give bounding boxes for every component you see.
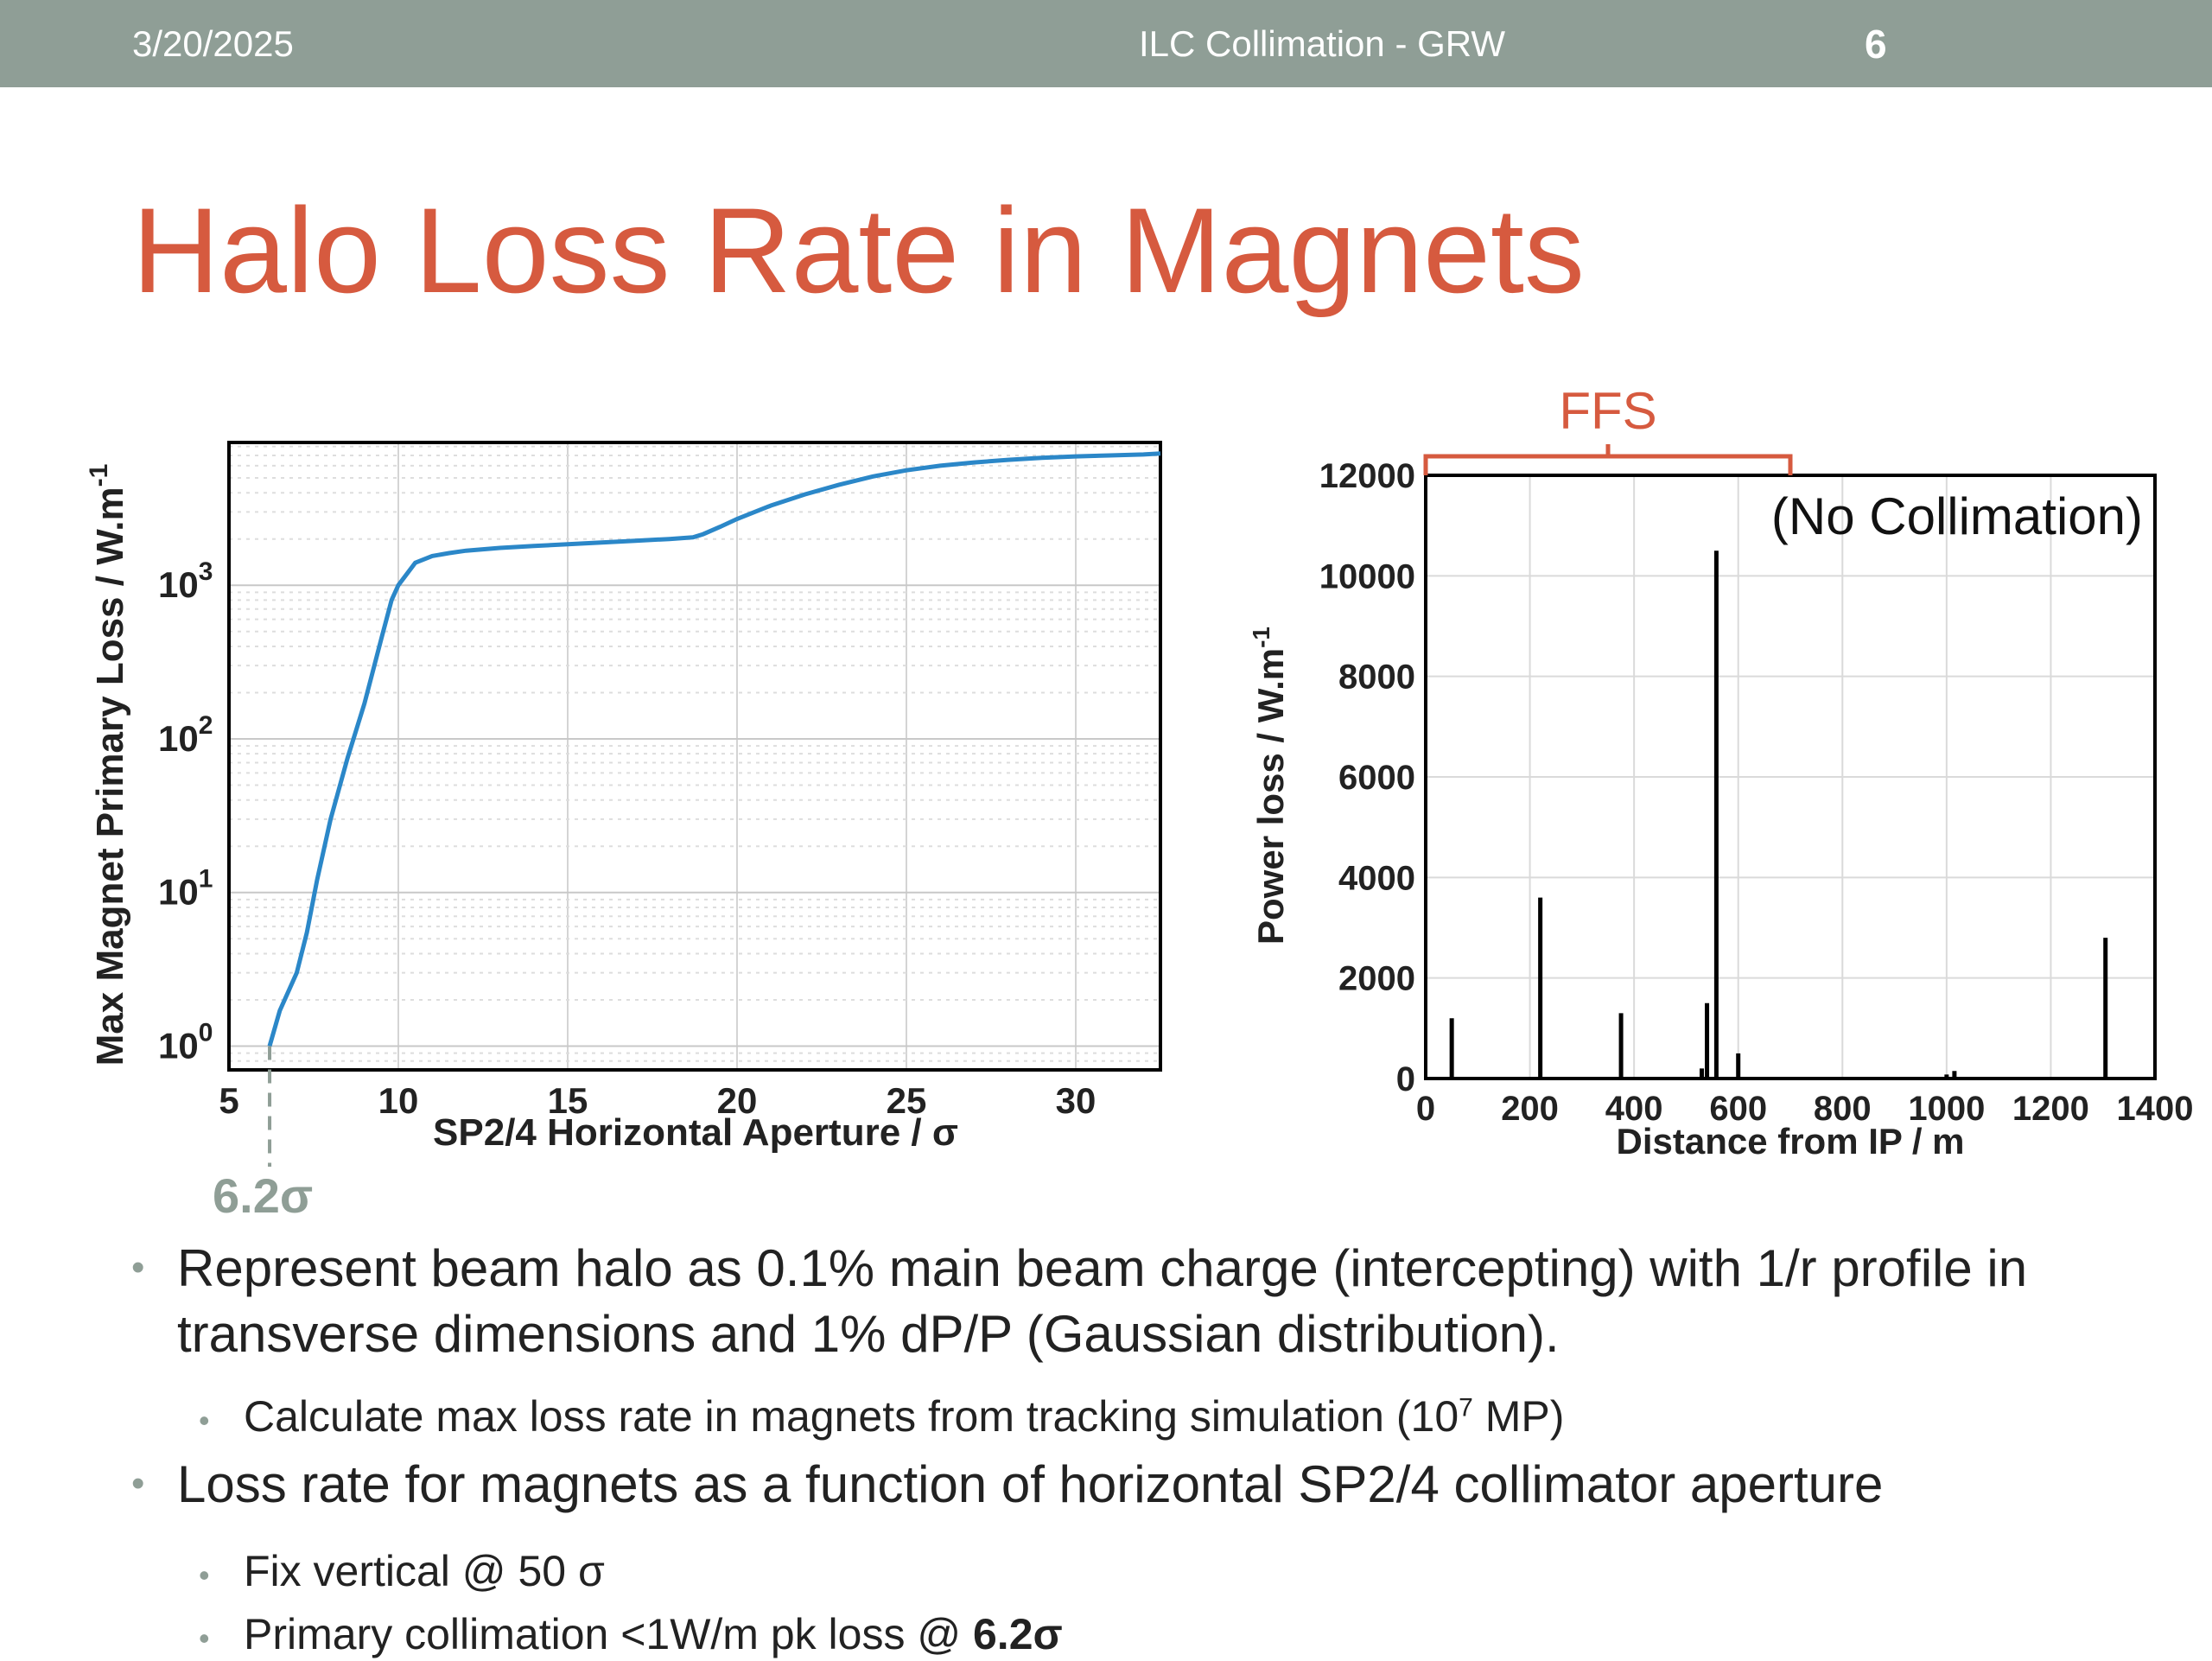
- power-loss-chart: FFS (No Collimation) 0 200 400 600 800 1000 12…: [1248, 382, 2194, 1161]
- bullet-dot: •: [199, 1620, 210, 1656]
- y-tick-label: 0: [1396, 1060, 1415, 1098]
- bullet-dot: •: [131, 1462, 145, 1505]
- x-tick-label: 5: [219, 1080, 238, 1121]
- bullet-2-sub-2: Primary collimation <1W/m pk loss @ 6.2σ: [244, 1607, 1063, 1661]
- y-axis-label: Power loss / W.m-1: [1248, 627, 1291, 945]
- y-tick-label: 103: [158, 557, 213, 605]
- x-tick-label: 10: [378, 1080, 419, 1121]
- bullet-1-sub-1: Calculate max loss rate in magnets from …: [244, 1390, 1564, 1443]
- y-tick-label: 102: [158, 711, 213, 759]
- bullet-2: Loss rate for magnets as a function of h…: [177, 1455, 1884, 1513]
- bullet-dot: •: [199, 1403, 210, 1438]
- x-tick-label: 1200: [2012, 1090, 2089, 1128]
- y-tick-sup: 3: [199, 557, 213, 586]
- slide-footer-title: ILC Collimation - GRW: [1139, 23, 1505, 64]
- y-tick-sup: 1: [199, 865, 213, 894]
- y-tick-label: 4000: [1338, 859, 1415, 897]
- x-axis-label: SP2/4 Horizontal Aperture / σ: [433, 1111, 958, 1154]
- y-tick-labels: 0 2000 4000 6000 8000 10000 12000: [1319, 457, 1415, 1098]
- y-axis-label-sup: -1: [1248, 627, 1274, 648]
- bullet-1: Represent beam halo as 0.1% main beam ch…: [177, 1239, 2028, 1363]
- x-tick-labels: 0 200 400 600 800 1000 1200 1400: [1416, 1090, 2194, 1128]
- aperture-marker-label: 6.2σ: [213, 1168, 313, 1223]
- y-tick-label: 101: [158, 865, 213, 913]
- sub-text-end: MP): [1472, 1392, 1565, 1441]
- header-bar: 3/20/2025 ILC Collimation - GRW 6: [0, 0, 2212, 87]
- slide-date: 3/20/2025: [132, 23, 294, 64]
- y-tick-sup: 2: [199, 711, 213, 740]
- x-tick-label: 30: [1056, 1080, 1096, 1121]
- x-tick-label: 600: [1709, 1090, 1767, 1128]
- grid: [1425, 474, 2156, 1079]
- sub-bold: 6.2σ: [973, 1610, 1063, 1658]
- loss-bars: [1449, 550, 2108, 1079]
- sub-sup: 7: [1459, 1393, 1473, 1422]
- slide-number: 6: [1865, 22, 1887, 67]
- x-tick-label: 200: [1501, 1090, 1559, 1128]
- bullet-2-sub-1: Fix vertical @ 50 σ: [244, 1547, 605, 1595]
- x-tick-label: 1400: [2117, 1090, 2194, 1128]
- slide-title: Halo Loss Rate in Magnets: [132, 182, 1585, 318]
- y-tick-label: 2000: [1338, 960, 1415, 998]
- grid: [228, 442, 1160, 1071]
- y-axis-label-text: Power loss / W.m: [1250, 648, 1291, 945]
- sub-text: Primary collimation <1W/m pk loss @: [244, 1610, 973, 1658]
- x-tick-labels: 5 10 15 20 25 30: [219, 1080, 1096, 1121]
- bullet-dot: •: [131, 1246, 145, 1289]
- y-axis-label-text: Max Magnet Primary Loss / W.m: [89, 487, 131, 1066]
- x-tick-label: 400: [1605, 1090, 1663, 1128]
- ffs-brace: [1423, 444, 1793, 475]
- x-tick-label: 800: [1814, 1090, 1872, 1128]
- loss-curve-line: [267, 451, 1161, 1047]
- x-tick-label: 1000: [1908, 1090, 1985, 1128]
- sub-text: Calculate max loss rate in magnets from …: [244, 1392, 1459, 1441]
- y-axis-label: Max Magnet Primary Loss / W.m-1: [85, 464, 131, 1066]
- y-tick-label: 8000: [1338, 659, 1415, 697]
- y-tick-label: 12000: [1319, 457, 1415, 495]
- y-tick-label: 10000: [1319, 557, 1415, 595]
- x-tick-label: 15: [548, 1080, 588, 1121]
- y-tick-label: 6000: [1338, 759, 1415, 797]
- y-axis-label-sup: -1: [85, 464, 113, 487]
- x-tick-label: 0: [1416, 1090, 1435, 1128]
- plot-frame: [227, 441, 1162, 1072]
- no-collimation-annotation: (No Collimation): [1771, 487, 2143, 545]
- y-tick-sup: 0: [199, 1018, 213, 1047]
- x-tick-label: 20: [717, 1080, 758, 1121]
- y-tick-label: 100: [158, 1018, 213, 1066]
- bullet-dot: •: [199, 1557, 210, 1593]
- ffs-label: FFS: [1559, 382, 1656, 440]
- x-axis-label: Distance from IP / m: [1616, 1121, 1964, 1161]
- x-tick-label: 25: [887, 1080, 927, 1121]
